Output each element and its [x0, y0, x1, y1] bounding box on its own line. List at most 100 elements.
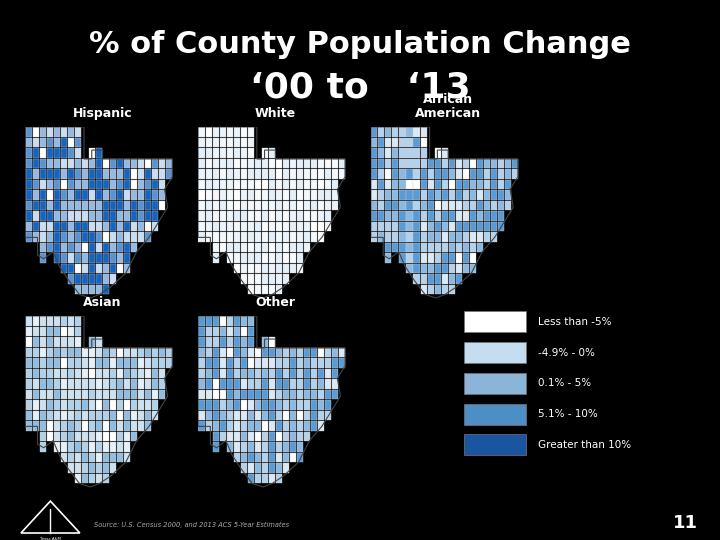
Bar [117, 201, 123, 210]
Bar [269, 170, 275, 179]
Bar [89, 474, 95, 483]
Bar [456, 170, 462, 179]
Bar [145, 379, 151, 389]
Bar [276, 463, 282, 472]
Bar [68, 400, 74, 410]
Bar [159, 190, 166, 200]
Bar [385, 170, 392, 179]
Bar [68, 127, 74, 137]
Bar [248, 379, 254, 389]
Bar [47, 127, 53, 137]
Bar [89, 411, 95, 420]
Bar [75, 338, 81, 347]
Bar [290, 359, 296, 368]
Bar [159, 369, 166, 378]
Bar [435, 253, 441, 262]
Bar [400, 190, 405, 200]
Bar [212, 148, 219, 158]
Bar [255, 170, 261, 179]
Bar [441, 253, 448, 262]
Bar [40, 211, 46, 221]
Bar [262, 463, 268, 472]
Bar [456, 180, 462, 189]
Bar [255, 432, 261, 441]
Bar [220, 421, 225, 431]
Bar [61, 316, 67, 326]
Bar [110, 421, 116, 431]
Bar [311, 411, 317, 420]
Bar [269, 348, 275, 357]
Bar [311, 232, 317, 242]
Bar [290, 400, 296, 410]
Bar [138, 159, 144, 168]
Bar [96, 390, 102, 399]
Bar [304, 411, 310, 420]
Bar [96, 463, 102, 472]
Bar [332, 390, 338, 399]
Bar [54, 243, 60, 252]
Bar [110, 253, 116, 262]
Bar [276, 359, 282, 368]
Bar [255, 474, 261, 483]
Bar [400, 170, 405, 179]
Bar [96, 400, 102, 410]
Bar [68, 348, 74, 357]
Bar [456, 211, 462, 221]
Bar [413, 222, 420, 231]
Bar [325, 159, 331, 168]
Bar [318, 400, 324, 410]
Bar [61, 411, 67, 420]
Bar [385, 211, 392, 221]
Bar [212, 432, 219, 441]
Bar [227, 180, 233, 189]
Bar [153, 190, 158, 200]
Bar [255, 222, 261, 231]
Bar [40, 338, 46, 347]
Bar [449, 190, 455, 200]
Bar [159, 390, 166, 399]
Bar [68, 327, 74, 336]
Bar [205, 421, 212, 431]
Bar [262, 159, 268, 168]
Bar [61, 138, 67, 147]
Bar [255, 190, 261, 200]
Bar [463, 253, 469, 262]
Bar [428, 232, 433, 242]
Bar [413, 180, 420, 189]
Bar [297, 243, 303, 252]
Bar [392, 159, 398, 168]
Bar [220, 138, 225, 147]
Bar [61, 390, 67, 399]
Bar [234, 222, 240, 231]
Bar [227, 442, 233, 451]
Bar [117, 400, 123, 410]
Bar [276, 264, 282, 273]
Bar [290, 211, 296, 221]
Bar [304, 222, 310, 231]
Bar [212, 232, 219, 242]
Bar [61, 211, 67, 221]
Bar [166, 348, 173, 357]
Bar [290, 348, 296, 357]
Bar [262, 190, 268, 200]
Bar [47, 411, 53, 420]
Bar [304, 243, 310, 252]
Bar [420, 253, 427, 262]
Bar [32, 127, 39, 137]
Bar [255, 400, 261, 410]
Bar [103, 411, 109, 420]
Bar [26, 201, 32, 210]
Bar [464, 311, 526, 332]
Bar [145, 190, 151, 200]
Bar [75, 411, 81, 420]
Bar [420, 148, 427, 158]
Bar [75, 264, 81, 273]
Bar [276, 442, 282, 451]
Bar [332, 190, 338, 200]
Bar [325, 190, 331, 200]
Bar [26, 180, 32, 189]
Bar [205, 411, 212, 420]
Bar [26, 400, 32, 410]
Bar [248, 170, 254, 179]
Bar [166, 359, 173, 368]
